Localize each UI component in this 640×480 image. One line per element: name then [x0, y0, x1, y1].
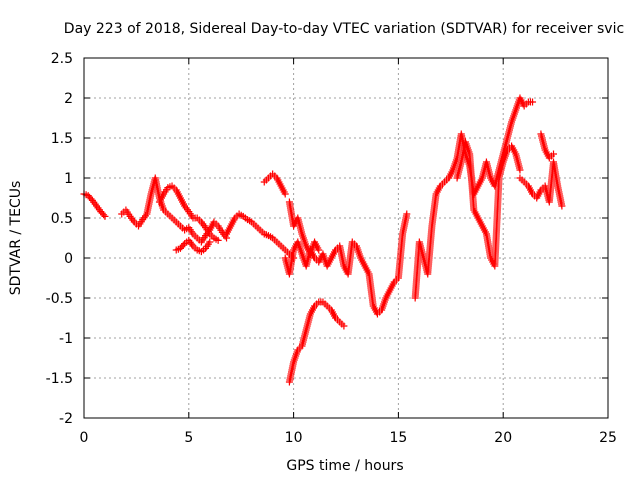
x-tick-label: 5 [184, 430, 193, 446]
series-svic-g [281, 210, 411, 318]
data-point [281, 190, 289, 198]
y-tick-label: 1 [64, 171, 73, 187]
y-tick-label: 0 [64, 251, 73, 267]
series-svic-a [80, 190, 109, 220]
data-points [80, 94, 566, 386]
y-tick-label: -2 [59, 411, 73, 427]
series-svic-l [516, 158, 566, 210]
data-point [550, 150, 558, 158]
y-tick-label: -0.5 [46, 291, 73, 307]
chart-title: Day 223 of 2018, Sidereal Day-to-day VTE… [64, 21, 624, 37]
plot-frame [83, 57, 609, 419]
data-point [340, 322, 348, 330]
data-point [558, 202, 566, 210]
data-point-interp [179, 241, 187, 249]
data-point [206, 238, 214, 246]
x-tick-label: 20 [494, 430, 512, 446]
y-tick-label: -1 [59, 331, 73, 347]
series-svic-d [172, 236, 214, 256]
series-svic-k [453, 138, 524, 270]
grid-lines [84, 58, 608, 418]
data-point [315, 246, 323, 254]
series-svic-i [285, 198, 323, 258]
series-svic-c [155, 182, 222, 244]
axis-ticks: -2 -1.5 -1 -0.5 0 0.5 1 1.5 2 2.5 0 5 10 15 20 25 [46, 51, 617, 446]
y-tick-label: 1.5 [51, 131, 73, 147]
data-point [101, 212, 109, 220]
x-tick-label: 15 [389, 430, 407, 446]
series-svic-m [537, 130, 558, 162]
y-axis-label: SDTVAR / TECUs [8, 181, 24, 296]
x-tick-label: 10 [285, 430, 303, 446]
series-svic-b [118, 174, 231, 246]
x-tick-label: 0 [80, 430, 89, 446]
y-tick-label: 2 [64, 91, 73, 107]
data-point [516, 166, 524, 174]
y-tick-label: 2.5 [51, 51, 73, 67]
data-point [403, 210, 411, 218]
y-tick-label: 0.5 [51, 211, 73, 227]
series-svic-h [285, 298, 348, 386]
data-point [529, 98, 537, 106]
data-point [214, 236, 222, 244]
y-tick-label: -1.5 [46, 371, 73, 387]
x-tick-label: 25 [599, 430, 617, 446]
series-svic-f [260, 170, 289, 198]
x-axis-label: GPS time / hours [286, 458, 403, 474]
data-point-interp [100, 211, 108, 219]
